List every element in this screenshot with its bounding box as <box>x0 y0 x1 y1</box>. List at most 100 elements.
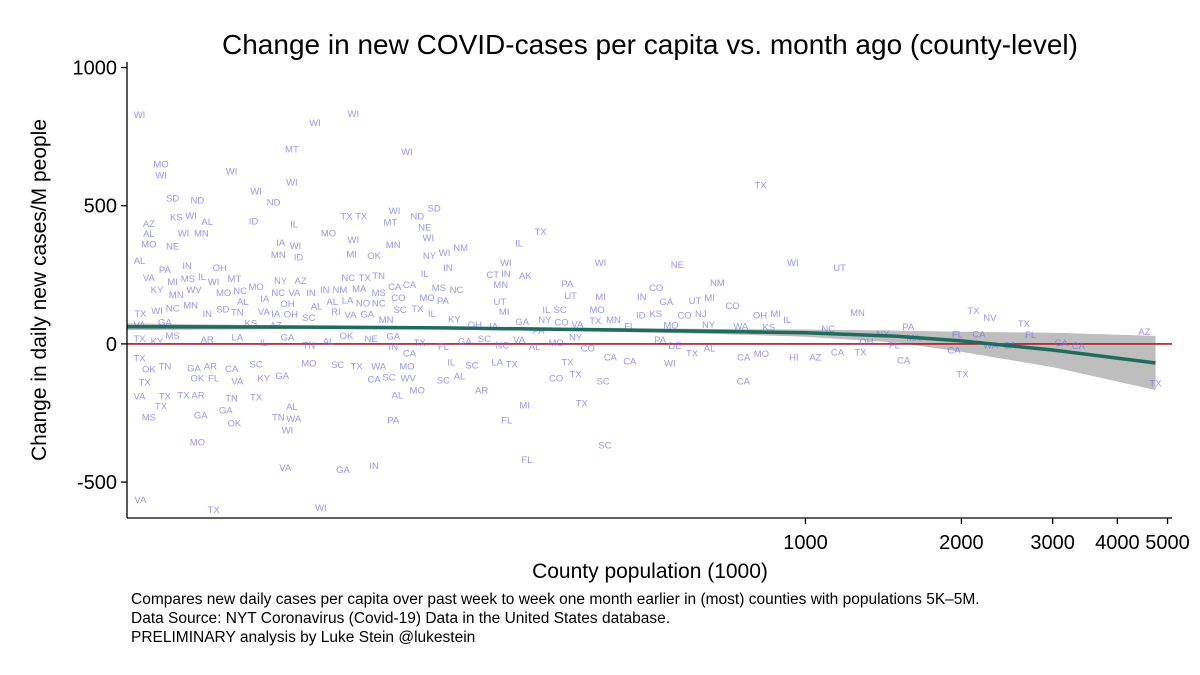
data-point: KS <box>763 323 776 334</box>
data-point: LA <box>491 357 503 368</box>
data-point: MO <box>399 361 414 372</box>
data-point: CO <box>549 374 563 385</box>
data-point: MS <box>165 331 179 342</box>
data-point: MN <box>493 280 508 291</box>
data-point: AR <box>201 335 214 346</box>
data-point: SC <box>478 334 491 345</box>
data-point: GA <box>158 317 172 328</box>
data-point: AL <box>326 297 338 308</box>
data-point: TX <box>159 392 172 403</box>
data-point: GA <box>187 363 201 374</box>
data-point: CO <box>725 301 739 312</box>
data-point: NM <box>453 243 468 254</box>
x-tick-label: 1000 <box>783 532 828 554</box>
y-tick-label: 1000 <box>73 58 118 80</box>
data-point: FL <box>501 416 512 427</box>
data-point: CO <box>554 318 568 329</box>
data-point: ND <box>410 212 424 223</box>
data-point: CA <box>897 355 911 366</box>
data-point: VA <box>288 288 301 299</box>
data-point: NC <box>496 341 510 352</box>
data-point: NC <box>166 303 180 314</box>
data-point: OK <box>191 374 205 385</box>
data-point: PA <box>437 296 450 307</box>
data-point: AL <box>529 342 541 353</box>
data-point: SD <box>428 204 441 215</box>
data-point: MN <box>183 301 198 312</box>
data-point: TX <box>1018 319 1031 330</box>
data-point: TX <box>967 306 980 317</box>
data-point: AL <box>392 390 404 401</box>
data-point: WI <box>178 229 190 240</box>
chart-title: Change in new COVID-cases per capita vs.… <box>222 29 1078 60</box>
data-point: ID <box>636 310 646 321</box>
data-point: WA <box>286 414 302 425</box>
data-point: CA <box>388 282 402 293</box>
data-point: TX <box>576 399 589 410</box>
data-point: NE <box>166 242 179 253</box>
data-point: GA <box>281 332 295 343</box>
data-point: OK <box>228 419 242 430</box>
data-point: KS <box>170 213 183 224</box>
data-point: MS <box>181 274 195 285</box>
data-point: TX <box>359 273 372 284</box>
data-point: IN <box>443 263 453 274</box>
data-point: IN <box>388 342 398 353</box>
data-point: IN <box>369 461 379 472</box>
data-point: WI <box>595 258 607 269</box>
data-point: MO <box>321 229 336 240</box>
data-point: SC <box>553 305 566 316</box>
data-point: NC <box>821 324 835 335</box>
data-point: IN <box>306 288 316 299</box>
data-point: TX <box>134 309 147 320</box>
data-point: MO <box>548 338 563 349</box>
data-point: PA <box>902 322 915 333</box>
data-point: CA <box>403 348 417 359</box>
data-point: CO <box>677 310 691 321</box>
data-point: CA <box>1072 341 1086 352</box>
data-point: SC <box>331 360 344 371</box>
data-point: NC <box>233 286 247 297</box>
data-point: MN <box>606 315 621 326</box>
x-tick-label: 3000 <box>1030 532 1075 554</box>
data-point: GA <box>515 317 529 328</box>
data-point: NE <box>671 260 684 271</box>
data-point: TX <box>133 334 146 345</box>
data-point: IL <box>421 269 429 280</box>
data-point: TX <box>177 390 190 401</box>
data-point: SC <box>598 441 611 452</box>
data-point: CA <box>225 364 239 375</box>
data-point: SC <box>393 305 406 316</box>
data-point: WI <box>500 258 512 269</box>
data-point: GA <box>336 465 350 476</box>
data-point: NE <box>364 334 377 345</box>
data-point: UT <box>833 263 846 274</box>
data-point: WA <box>983 340 999 351</box>
data-point: TX <box>355 212 368 223</box>
data-point: TX <box>534 227 547 238</box>
data-point: TX <box>250 393 263 404</box>
data-point: NY <box>274 276 288 287</box>
data-point: MS <box>372 288 386 299</box>
data-point: KY <box>257 374 270 385</box>
data-point: AL <box>704 343 716 354</box>
data-point: FL <box>889 340 900 351</box>
data-point: CA <box>737 352 751 363</box>
data-point: WI <box>787 258 799 269</box>
data-point: CO <box>391 293 405 304</box>
data-point: CA <box>604 352 618 363</box>
data-point: MN <box>271 250 286 261</box>
data-point: IL <box>428 309 436 320</box>
data-point: FL <box>624 321 635 332</box>
data-point: GA <box>360 309 374 320</box>
data-point: AL <box>323 337 335 348</box>
data-point: TX <box>561 357 574 368</box>
data-point: TX <box>854 347 867 358</box>
data-point: UT <box>689 296 702 307</box>
data-point: IL <box>198 272 206 283</box>
data-point: IL <box>447 357 455 368</box>
data-point: MN <box>850 308 865 319</box>
data-point: KS <box>649 309 662 320</box>
data-point: NM <box>333 285 348 296</box>
